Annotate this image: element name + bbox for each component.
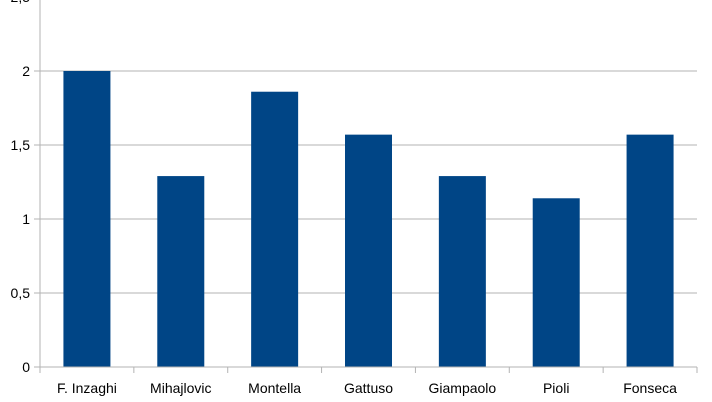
axes <box>34 0 697 368</box>
x-tick-label: Mihajlovic <box>150 380 211 396</box>
y-tick-label: 2,5 <box>11 0 31 5</box>
bar <box>438 176 486 367</box>
bar <box>157 176 205 367</box>
y-tick-label: 0 <box>22 359 30 375</box>
y-tick-label: 0,5 <box>11 285 31 301</box>
bar <box>345 134 392 367</box>
x-tick-label: Montella <box>248 380 301 396</box>
x-tick-label: Fonseca <box>623 380 677 396</box>
x-tick-label: Gattuso <box>344 380 393 396</box>
bar <box>63 71 111 367</box>
y-tick-label: 1,5 <box>11 137 31 153</box>
y-tick-label: 1 <box>22 211 30 227</box>
x-tick-label: F. Inzaghi <box>57 380 117 396</box>
bar <box>532 198 580 367</box>
bar <box>626 134 674 367</box>
x-tick-label: Pioli <box>543 380 569 396</box>
x-tick-label: Giampaolo <box>429 380 497 396</box>
y-tick-label: 2 <box>22 63 30 79</box>
x-tick-labels: F. Inzaghi Mihajlovic Montella Gattuso Giamp… <box>57 380 677 396</box>
bars <box>39 71 698 373</box>
y-tick-labels: 0 0,5 1 1,5 2 2,5 <box>11 0 31 375</box>
bar <box>251 91 299 367</box>
